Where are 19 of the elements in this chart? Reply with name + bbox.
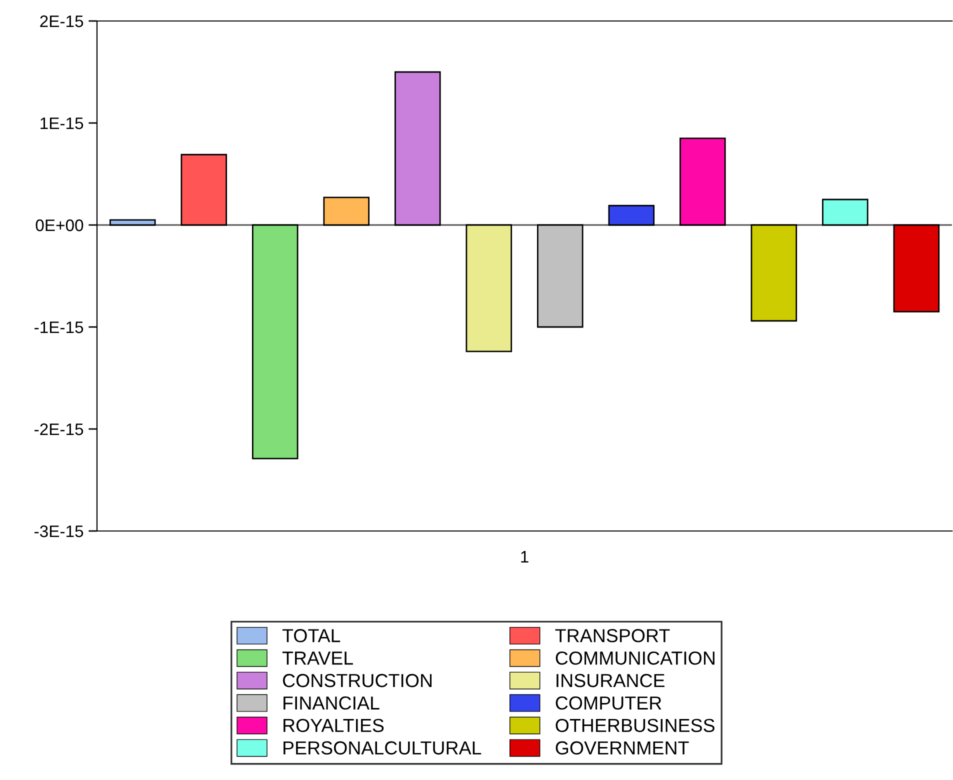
legend-label: TRAVEL: [282, 652, 353, 665]
y-tick-label: -1E-15: [34, 322, 84, 334]
y-tick-label: 2E-15: [40, 15, 84, 28]
legend-label: PERSONALCULTURAL: [284, 741, 482, 755]
legend-label: INSURANCE: [556, 674, 664, 688]
legend-label: OTHERBUSINESS: [556, 718, 714, 732]
legend-label: CONSTRUCTION: [282, 674, 432, 688]
y-tick-label: -2E-15: [34, 423, 84, 436]
legend-label: COMPUTER: [556, 696, 662, 710]
y-tick-label: 0E+00: [36, 219, 84, 232]
legend-label: ROYALTIES: [284, 718, 384, 732]
y-tick-label: -3E-15: [34, 525, 84, 538]
x-tick-label: 1: [521, 551, 528, 563]
legend-label: FINANCIAL: [284, 696, 380, 710]
y-tick-label: 1E-15: [40, 118, 84, 130]
legend-label: TOTAL: [282, 629, 340, 642]
legend-label: TRANSPORT: [555, 629, 670, 642]
legend-label: GOVERNMENT: [556, 741, 689, 755]
legend-label: COMMUNICATION: [556, 651, 714, 665]
